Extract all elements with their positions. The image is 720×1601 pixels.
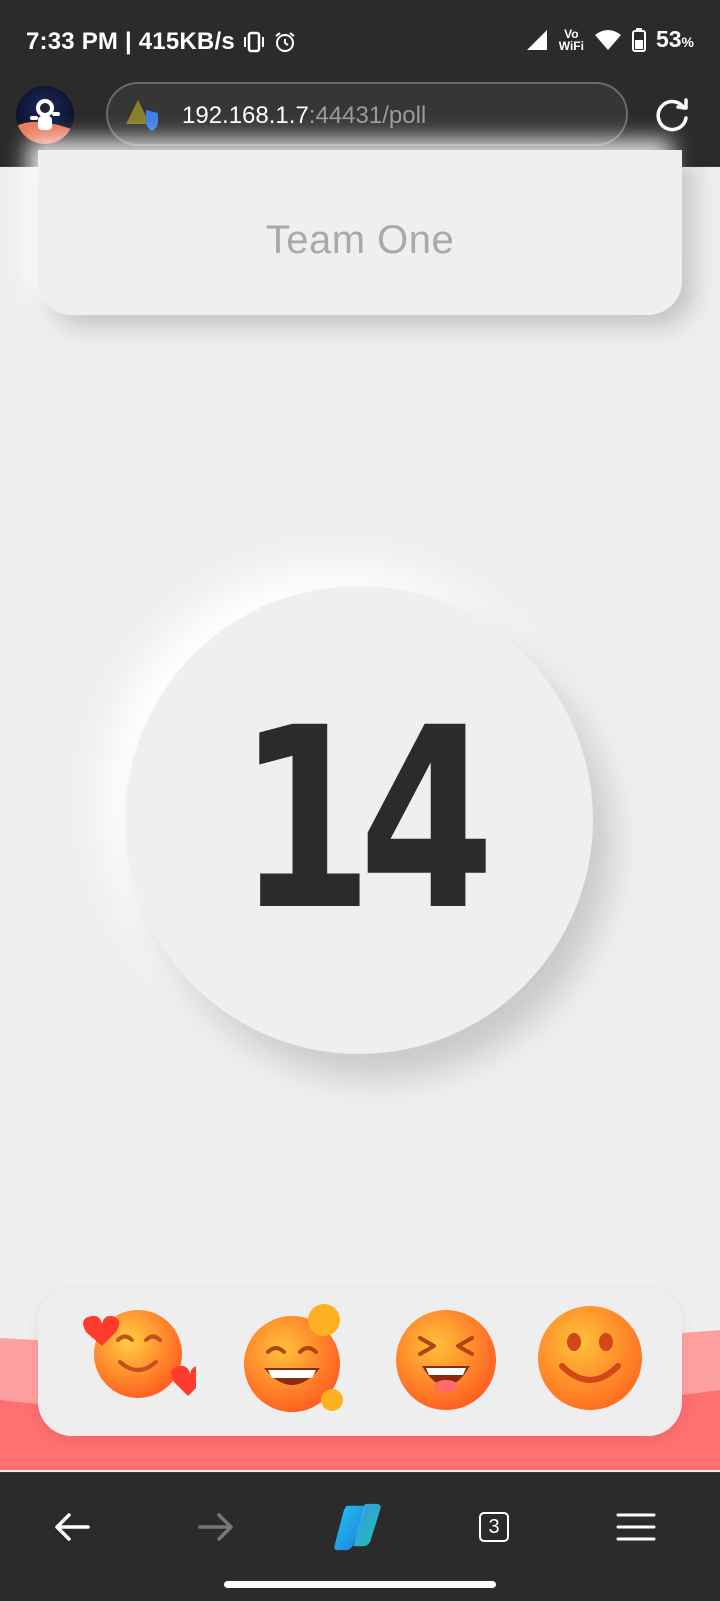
copilot-button[interactable] xyxy=(330,1501,386,1553)
copilot-icon xyxy=(334,1503,381,1551)
reload-icon xyxy=(656,98,688,132)
address-bar[interactable]: 192.168.1.7:44431/poll xyxy=(106,82,628,146)
url-text[interactable]: 192.168.1.7:44431/poll xyxy=(182,102,427,129)
home-indicator[interactable] xyxy=(224,1581,496,1588)
grinning-squinting-face-emoji-icon xyxy=(396,1310,496,1410)
tab-count-badge: 3 xyxy=(479,1512,509,1542)
arrow-left-icon xyxy=(55,1513,90,1541)
site-security-icon xyxy=(126,100,158,131)
reaction-button-squinting[interactable] xyxy=(390,1304,510,1420)
reaction-tray xyxy=(38,1288,682,1436)
profile-avatar[interactable] xyxy=(16,86,74,144)
vowifi-indicator: Vo WiFi xyxy=(558,26,584,53)
menu-button[interactable] xyxy=(608,1501,664,1553)
time-and-speed: 7:33 PM | 415KB/s xyxy=(26,28,235,55)
astronaut-icon xyxy=(16,99,74,144)
vibrate-icon xyxy=(243,31,264,53)
tabs-button[interactable]: 3 xyxy=(466,1501,522,1553)
back-button[interactable] xyxy=(44,1501,100,1553)
forward-button[interactable] xyxy=(188,1501,244,1553)
bottom-navigation: 3 xyxy=(0,1472,720,1601)
beaming-face-emoji-icon xyxy=(244,1304,343,1412)
battery-icon xyxy=(631,27,646,52)
reaction-button-smile[interactable] xyxy=(538,1304,658,1420)
vote-count-circle: 14 xyxy=(125,586,593,1054)
reaction-button-hearts[interactable] xyxy=(66,1304,206,1420)
status-left: 7:33 PM | 415KB/s xyxy=(26,28,297,56)
team-name: Team One xyxy=(265,218,455,262)
signal-icon xyxy=(526,29,547,50)
status-bar: 7:33 PM | 415KB/s Vo WiFi 53% xyxy=(0,0,720,84)
vote-count: 14 xyxy=(237,674,494,965)
team-card: Team One xyxy=(38,150,682,315)
reload-button[interactable] xyxy=(650,94,694,138)
status-right: Vo WiFi 53% xyxy=(525,26,694,53)
wifi-icon xyxy=(594,29,621,50)
arrow-right-icon xyxy=(198,1513,233,1541)
reaction-button-beaming[interactable] xyxy=(238,1304,358,1420)
battery-percent: 53% xyxy=(655,26,694,52)
smiling-face-emoji-icon xyxy=(538,1306,642,1410)
hamburger-menu-icon xyxy=(616,1513,656,1541)
browser-toolbar: 192.168.1.7:44431/poll xyxy=(0,82,720,167)
alarm-icon xyxy=(275,32,295,52)
smiling-face-with-hearts-emoji-icon xyxy=(83,1310,206,1398)
